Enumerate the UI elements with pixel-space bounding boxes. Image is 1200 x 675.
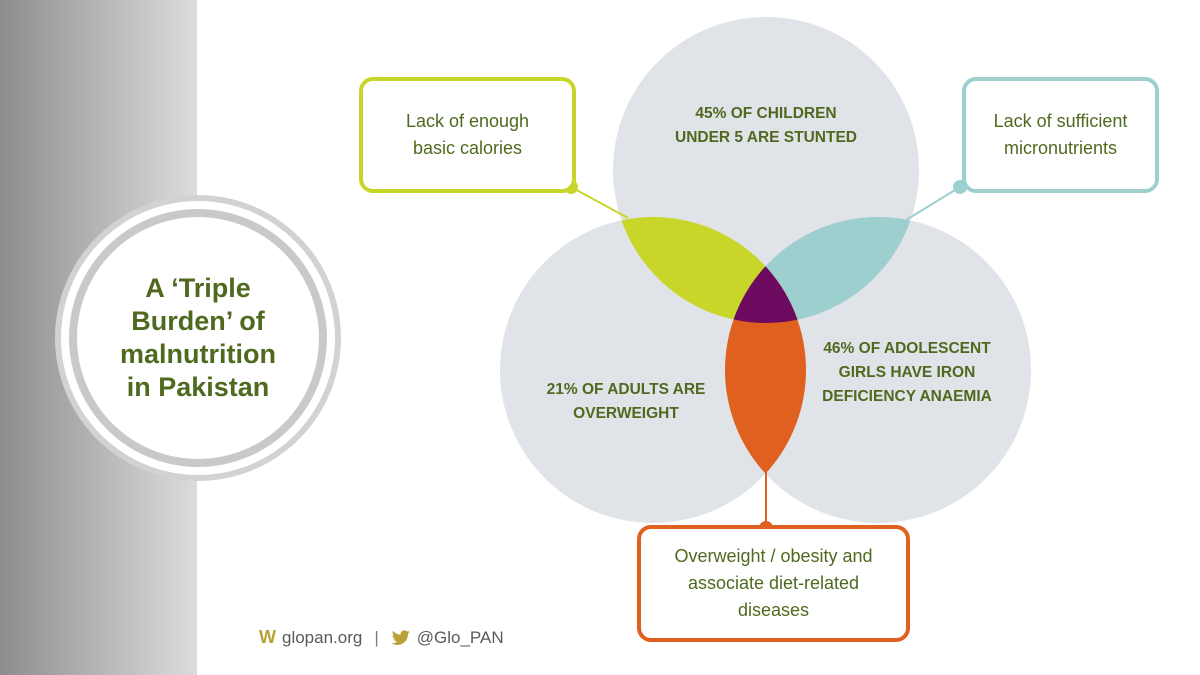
callout-micronutrients-text: Lack of sufficient micronutrients <box>993 111 1128 158</box>
slide-title: A ‘Triple Burden’ of malnutrition in Pak… <box>120 273 276 402</box>
callout-calories: Lack of enough basic calories <box>359 77 576 193</box>
callout-calories-text: Lack of enough basic calories <box>405 111 530 158</box>
title-disc: A ‘Triple Burden’ of malnutrition in Pak… <box>77 217 319 459</box>
callout-obesity-text: Overweight / obesity and associate diet-… <box>674 546 873 620</box>
footer: W glopan.org | @Glo_PAN <box>259 627 504 648</box>
footer-website[interactable]: glopan.org <box>282 627 363 647</box>
circle-label-stunted: 45% OF CHILDREN UNDER 5 ARE STUNTED <box>675 105 857 147</box>
footer-twitter[interactable]: @Glo_PAN <box>416 627 504 647</box>
footer-separator: | <box>374 627 379 647</box>
connector-calories <box>570 186 629 219</box>
callout-obesity: Overweight / obesity and associate diet-… <box>637 525 910 642</box>
twitter-bird-icon <box>391 629 410 645</box>
circle-label-anaemia: 46% OF ADOLESCENT GIRLS HAVE IRON DEFICI… <box>822 340 992 406</box>
callout-micronutrients: Lack of sufficient micronutrients <box>962 77 1159 193</box>
circle-label-overweight: 21% OF ADULTS ARE OVERWEIGHT <box>546 381 706 423</box>
overlap-micronutrients <box>725 217 919 323</box>
connector-micronutrients <box>905 186 961 221</box>
w-logo-icon: W <box>259 627 276 647</box>
overlap-calories <box>613 217 806 323</box>
